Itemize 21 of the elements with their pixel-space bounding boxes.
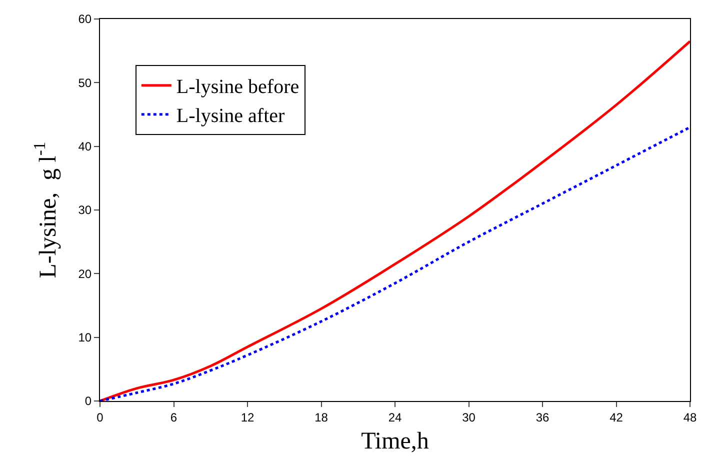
y-tick-label: 40	[78, 140, 92, 154]
y-tick-label: 20	[78, 266, 92, 281]
line-series	[100, 40, 690, 401]
x-tick-label: 30	[462, 410, 476, 424]
x-tick-label: 36	[536, 410, 550, 424]
y-tick-label: 10	[78, 330, 92, 345]
x-tick-label: 18	[314, 410, 328, 424]
y-tick-label: 60	[78, 12, 92, 26]
y-tick-label: 30	[78, 203, 92, 218]
x-tick-label: 42	[610, 410, 624, 424]
x-axis-title: Time,h	[361, 428, 429, 455]
x-tick-label: 24	[388, 410, 402, 424]
x-tick-label: 6	[170, 410, 178, 424]
y-tick-label: 0	[84, 394, 92, 408]
y-tick-label: 50	[78, 76, 92, 90]
x-tick-label: 12	[240, 410, 254, 424]
x-tick-label: 0	[96, 410, 104, 424]
legend-label: L-lysine after	[176, 105, 286, 128]
line-series	[100, 126, 690, 401]
x-tick-label: 48	[683, 410, 697, 424]
legend-label: L-lysine before	[176, 76, 300, 98]
